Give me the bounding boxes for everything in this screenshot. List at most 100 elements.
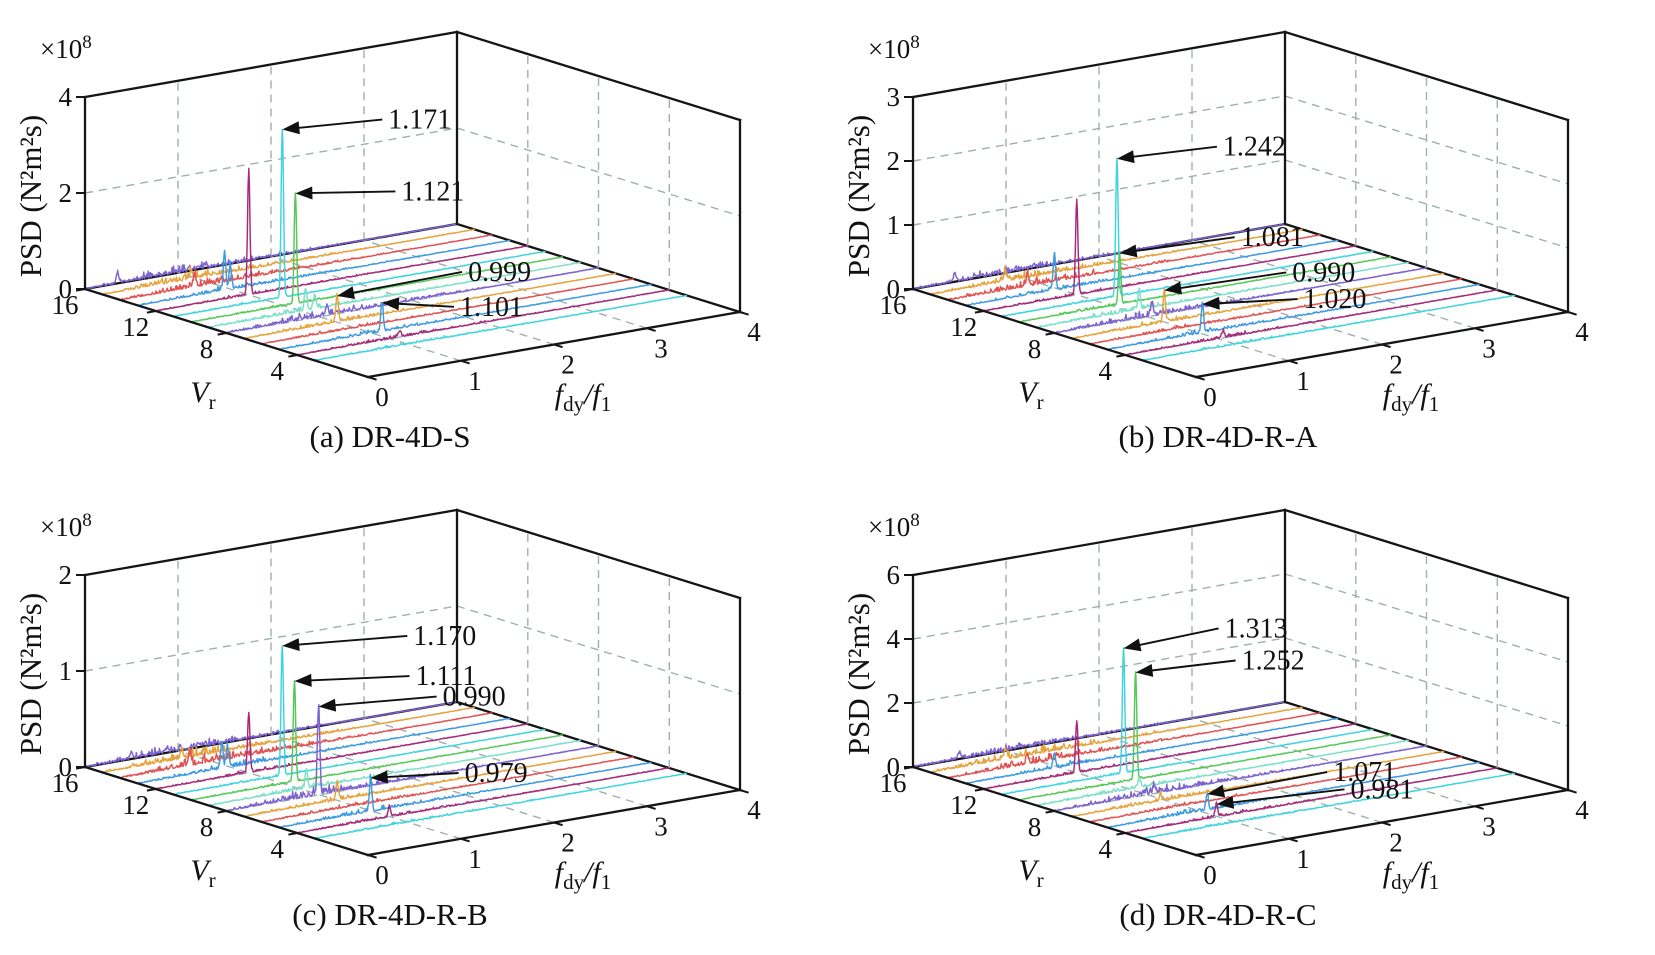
trace-line-vr9 bbox=[1036, 261, 1410, 329]
z-axis-multiplier: ×108 bbox=[40, 33, 92, 65]
trace-line-vr7 bbox=[1071, 272, 1445, 339]
x-tick-label: 4 bbox=[747, 795, 761, 825]
waterfall-traces bbox=[84, 645, 688, 839]
x-tick-label: 1 bbox=[468, 844, 482, 874]
annotation-label: 0.999 bbox=[468, 257, 531, 288]
floor-grid-line-x bbox=[270, 255, 555, 346]
x-tick-label: 4 bbox=[1575, 795, 1589, 825]
trace-line-vr3 bbox=[314, 294, 688, 361]
annotation-arrow-line bbox=[1214, 298, 1298, 305]
z-axis-multiplier: ×108 bbox=[40, 511, 92, 543]
box-edge-top bbox=[455, 508, 742, 600]
box-edge-top bbox=[455, 30, 742, 122]
floor-grid-line-x bbox=[177, 272, 462, 362]
z-tick-label: 0 bbox=[59, 752, 73, 782]
annotation-arrow-line bbox=[348, 270, 463, 295]
annotation-arrowhead bbox=[318, 698, 337, 712]
annotation-label: 1.071 bbox=[1333, 757, 1396, 788]
annotation-arrow-line bbox=[330, 695, 437, 707]
wall-grid-line-z bbox=[84, 605, 458, 672]
x-axis-tick bbox=[460, 837, 470, 843]
y-tick-label: 4 bbox=[1099, 834, 1113, 864]
x-axis-label-f2sub: 1 bbox=[1428, 392, 1440, 416]
x-tick-label: 2 bbox=[1389, 828, 1403, 858]
y-axis-tick bbox=[1045, 810, 1055, 814]
annotation-arrowhead bbox=[382, 297, 400, 311]
y-axis-label-base: V bbox=[1018, 376, 1037, 409]
x-axis-tick bbox=[553, 821, 563, 827]
y-tick-label: 16 bbox=[880, 290, 907, 320]
z-tick-label: 0 bbox=[887, 274, 901, 304]
trace-line-vr15 bbox=[930, 706, 1303, 774]
y-tick-label: 8 bbox=[1028, 812, 1042, 842]
trace-line-vr6 bbox=[1089, 277, 1462, 345]
floor-grid-line-x bbox=[270, 733, 555, 824]
x-tick-label: 0 bbox=[375, 382, 389, 412]
y-tick-label: 8 bbox=[1028, 334, 1042, 364]
z-axis-label: PSD (N²m²s) bbox=[841, 114, 876, 278]
annotation-arrow-line bbox=[307, 190, 396, 195]
trace-line-vr6 bbox=[261, 756, 634, 823]
z-tick-label: 3 bbox=[887, 82, 901, 112]
wall-grid-line-z bbox=[1284, 573, 1569, 663]
z-tick-label: 4 bbox=[59, 82, 73, 112]
x-axis-label-slash: / bbox=[1412, 378, 1421, 411]
annotation-label: 1.313 bbox=[1225, 613, 1288, 644]
y-tick-label: 16 bbox=[52, 290, 79, 320]
x-tick-label: 3 bbox=[1482, 333, 1496, 363]
x-axis-label-fsub: dy bbox=[1391, 870, 1413, 894]
trace-line-vr11 bbox=[1001, 647, 1374, 796]
subplot-d: 0 1 2 3 4 16 12 8 4 0 2 4 6 1.313 1.252 1.071 0.981 ×108… bbox=[828, 478, 1655, 955]
z-axis-label: PSD (N²m²s) bbox=[841, 592, 876, 756]
trace-line-vr6 bbox=[261, 278, 634, 345]
x-axis-tick bbox=[367, 854, 377, 859]
y-axis-tick bbox=[217, 332, 227, 336]
trace-line-vr14 bbox=[948, 234, 1321, 301]
annotation-arrowhead bbox=[1119, 244, 1138, 258]
trace-line-vr11 bbox=[172, 128, 546, 318]
axes-box-back bbox=[911, 700, 1570, 792]
annotations: 1.171 1.121 0.999 1.101 bbox=[282, 105, 531, 323]
z-axis-multiplier: ×108 bbox=[868, 511, 920, 543]
annotation-arrow-line bbox=[1128, 145, 1218, 159]
multiplier-exponent: 8 bbox=[910, 32, 920, 53]
trace-line-vr4 bbox=[1125, 767, 1498, 834]
annotation-arrow-line bbox=[1175, 271, 1287, 290]
annotation-label: 0.979 bbox=[465, 758, 528, 789]
y-tick-label: 4 bbox=[271, 834, 285, 864]
multiplier-base: ×10 bbox=[868, 512, 911, 542]
x-tick-label: 2 bbox=[561, 350, 575, 380]
subplot-c: 0 1 2 3 4 16 12 8 4 0 1 2 1.170 1.111 0.990 0.979 ×108 … bbox=[0, 478, 827, 955]
x-axis-tick bbox=[1381, 821, 1391, 827]
annotation-arrow-line bbox=[393, 302, 455, 308]
x-axis-label-f2: f bbox=[1420, 856, 1429, 889]
annotation-arrowhead bbox=[1164, 281, 1182, 295]
y-tick-label: 4 bbox=[271, 356, 285, 386]
y-tick-label: 4 bbox=[1099, 356, 1113, 386]
trace-line-vr16 bbox=[84, 701, 458, 768]
z-axis-multiplier: ×108 bbox=[868, 32, 920, 65]
y-axis-tick bbox=[146, 310, 156, 314]
y-axis-tick bbox=[288, 354, 298, 358]
trace-line-vr11 bbox=[1001, 157, 1374, 318]
annotation-label: 1.081 bbox=[1241, 222, 1304, 253]
x-axis-tick bbox=[553, 343, 563, 349]
x-axis-label-fsub: dy bbox=[1391, 392, 1413, 416]
wall-grid bbox=[912, 48, 1569, 290]
x-tick-label: 3 bbox=[654, 333, 668, 363]
y-tick-label: 12 bbox=[122, 790, 149, 820]
floor-grid-line-x bbox=[1098, 733, 1383, 824]
annotation-arrowhead bbox=[337, 286, 355, 299]
x-tick-label: 3 bbox=[654, 811, 668, 841]
wall-grid-line-z bbox=[912, 95, 1286, 162]
annotation-label: 1.121 bbox=[401, 176, 464, 207]
x-axis-tick bbox=[1288, 837, 1298, 843]
trace-line-vr3 bbox=[314, 772, 688, 839]
y-tick-label: 12 bbox=[950, 312, 977, 342]
